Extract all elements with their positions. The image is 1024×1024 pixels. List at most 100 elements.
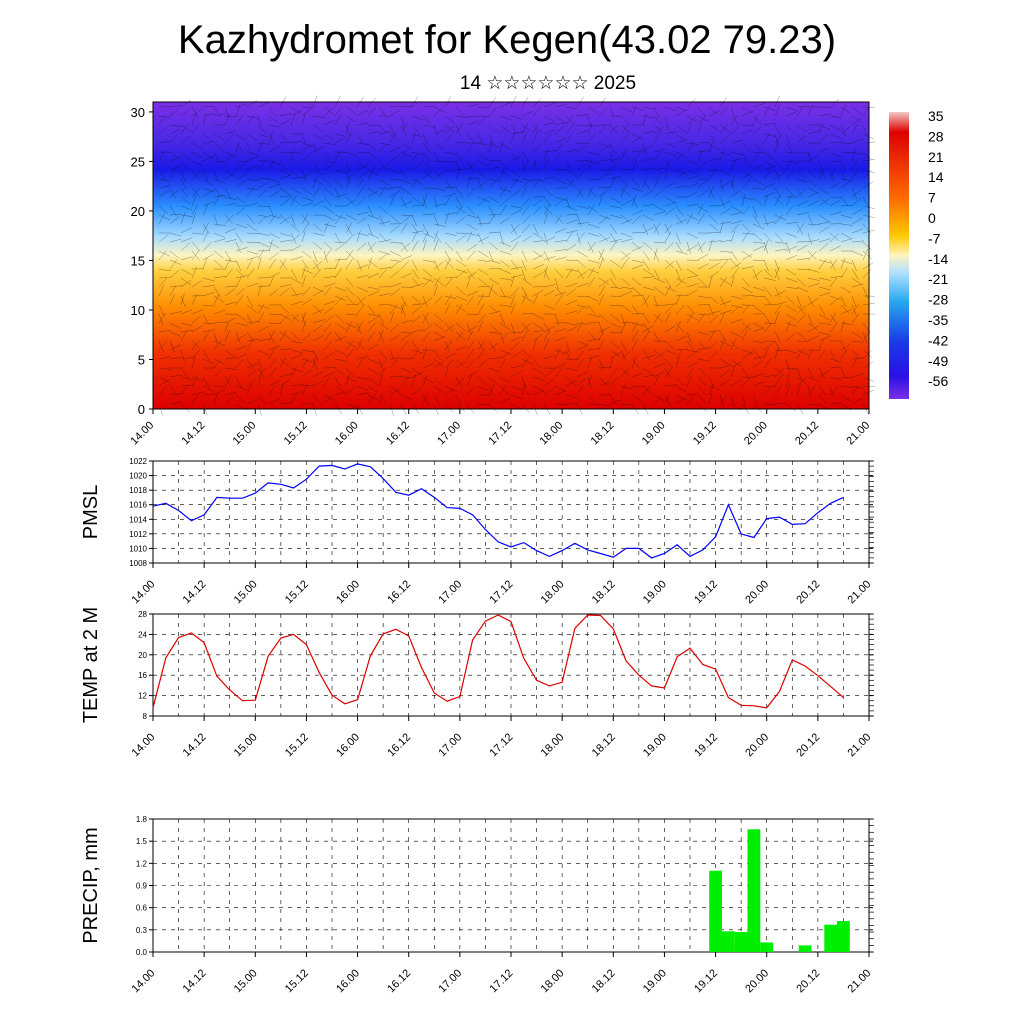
colorbar-label: -28 — [928, 292, 948, 308]
pmsl-x-tick-label: 19.12 — [692, 578, 720, 606]
precip-x-tick-label: 20.00 — [743, 967, 771, 995]
temp-y-tick-label: 24 — [138, 630, 147, 639]
temp-y-tick-label: 16 — [138, 671, 147, 680]
precip-y-tick-label: 1.2 — [136, 859, 148, 868]
xsec-x-tick-label: 14.12 — [179, 419, 207, 447]
pmsl-x-tick-label: 20.12 — [794, 578, 822, 606]
pmsl-x-tick-label: 14.12 — [181, 578, 209, 606]
xsec-x-tick-label: 18.00 — [537, 419, 565, 447]
pmsl-y-tick-label: 1014 — [129, 515, 147, 524]
precip-y-tick-label: 0.9 — [136, 882, 148, 891]
precip-y-tick-label: 0.6 — [136, 904, 148, 913]
pmsl-y-tick-label: 1010 — [129, 544, 147, 553]
xsec-x-tick-label: 17.00 — [435, 419, 463, 447]
temp-x-tick-label: 18.00 — [539, 731, 567, 759]
colorbar-label: -49 — [928, 353, 948, 369]
precip-x-tick-label: 16.00 — [334, 967, 362, 995]
precip-x-tick-label: 14.00 — [130, 967, 158, 995]
precip-bar — [824, 924, 838, 952]
temp-y-tick-label: 12 — [138, 692, 147, 701]
precip-y-tick-label: 1.8 — [136, 815, 148, 824]
y-tick-label: 15 — [131, 253, 145, 268]
wind-barbs — [158, 95, 876, 416]
y-tick-label: 10 — [131, 303, 145, 318]
pmsl-x-tick-label: 18.00 — [539, 578, 567, 606]
colorbar-label: 35 — [928, 108, 944, 124]
temp-grid — [152, 613, 870, 717]
xsec-x-tick-label: 19.12 — [691, 419, 719, 447]
pmsl-x-tick-label: 19.00 — [641, 578, 669, 606]
temp-y-tick-label: 20 — [138, 651, 147, 660]
pmsl-x-tick-label: 17.00 — [436, 578, 464, 606]
precip-x-tick-label: 15.12 — [283, 967, 311, 995]
colorbar-label: -7 — [928, 230, 941, 246]
pmsl-frame — [152, 460, 870, 564]
colorbar-label: 28 — [928, 128, 944, 144]
pmsl-x-tick-label: 18.12 — [590, 578, 618, 606]
pmsl-x-tick-label: 21.00 — [846, 578, 874, 606]
pmsl-x-tick-label: 17.12 — [488, 578, 516, 606]
precip-bar — [760, 942, 774, 952]
colorbar-label: 21 — [928, 149, 944, 165]
precip-y-tick-label: 0.0 — [136, 948, 148, 957]
precip-x-tick-label: 19.12 — [692, 967, 720, 995]
precip-y-tick-label: 0.3 — [136, 926, 148, 935]
xsec-x-tick-label: 15.12 — [282, 419, 310, 447]
colorbar-label: -42 — [928, 332, 948, 348]
xsec-x-tick-label: 21.00 — [844, 419, 872, 447]
pmsl-x-tick-label: 16.12 — [385, 578, 413, 606]
xsec-x-tick-label: 20.12 — [793, 419, 821, 447]
temp-x-tick-label: 14.12 — [181, 731, 209, 759]
precip-bar — [747, 829, 761, 952]
colorbar — [889, 112, 909, 399]
temp-x-tick-label: 19.12 — [692, 731, 720, 759]
xsec-x-tick-label: 16.12 — [384, 419, 412, 447]
colorbar-label: 0 — [928, 210, 936, 226]
cross-section-field — [153, 102, 869, 409]
precip-x-tick-label: 18.12 — [590, 967, 618, 995]
chart-subtitle: 14 ☆☆☆☆☆☆ 2025 — [459, 73, 637, 94]
pmsl-y-tick-label: 1022 — [129, 457, 147, 466]
precip-x-tick-label: 14.12 — [181, 967, 209, 995]
precip-x-tick-label: 16.12 — [385, 967, 413, 995]
temp-x-tick-label: 15.00 — [232, 731, 260, 759]
precip-y-tick-label: 1.5 — [136, 837, 148, 846]
temp-series-line — [152, 614, 844, 709]
pmsl-x-tick-label: 15.12 — [283, 578, 311, 606]
xsec-x-tick-label: 15.00 — [231, 419, 259, 447]
temp-x-tick-label: 15.12 — [283, 731, 311, 759]
y-tick-label: 20 — [131, 204, 145, 219]
chart-title: Kazhydromet for Kegen(43.02 79.23) — [177, 18, 837, 62]
colorbar-label: 14 — [928, 169, 944, 185]
temp-frame — [152, 613, 870, 717]
precip-x-tick-label: 21.00 — [846, 967, 874, 995]
pmsl-series-line — [152, 463, 844, 559]
precip-bar — [734, 932, 748, 952]
colorbar-label: -21 — [928, 271, 948, 287]
temp-x-tick-label: 14.00 — [130, 731, 158, 759]
temp-x-tick-label: 16.12 — [385, 731, 413, 759]
temp-x-tick-label: 21.00 — [846, 731, 874, 759]
xsec-x-tick-label: 18.12 — [589, 419, 617, 447]
pmsl-y-tick-label: 1018 — [129, 486, 147, 495]
precip-bar — [798, 945, 812, 952]
colorbar-label: -14 — [928, 251, 948, 267]
temp-x-tick-label: 19.00 — [641, 731, 669, 759]
y-tick-label: 0 — [138, 402, 145, 417]
pmsl-x-tick-label: 16.00 — [334, 578, 362, 606]
xsec-x-tick-label: 14.00 — [128, 419, 156, 447]
precip-x-tick-label: 15.00 — [232, 967, 260, 995]
precip-x-tick-label: 17.12 — [488, 967, 516, 995]
temp-x-tick-label: 20.00 — [743, 731, 771, 759]
xsec-x-tick-label: 20.00 — [742, 419, 770, 447]
precip-x-tick-label: 18.00 — [539, 967, 567, 995]
pmsl-y-tick-label: 1008 — [129, 559, 147, 568]
colorbar-label: 7 — [928, 190, 936, 206]
precip-bar — [722, 931, 735, 952]
xsec-x-tick-label: 17.12 — [486, 419, 514, 447]
temp-x-tick-label: 18.12 — [590, 731, 618, 759]
pmsl-x-tick-label: 20.00 — [743, 578, 771, 606]
temp-x-tick-label: 17.12 — [488, 731, 516, 759]
pmsl-x-tick-label: 14.00 — [130, 578, 158, 606]
